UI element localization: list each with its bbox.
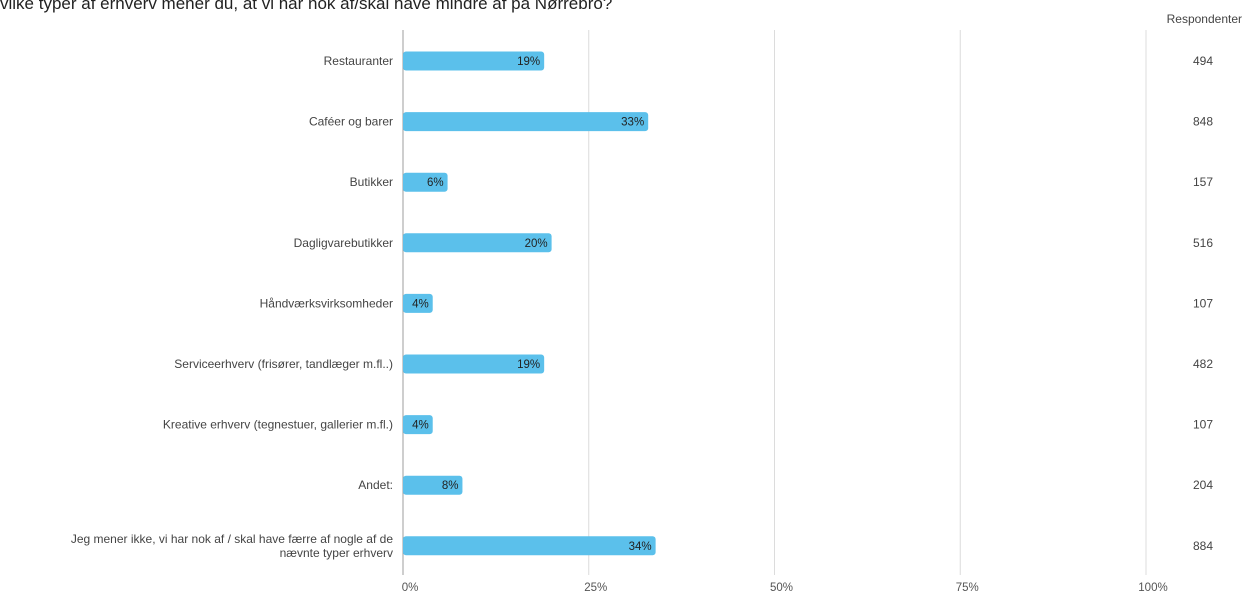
respondent-count: 494 [1193, 54, 1213, 68]
bar-value-label: 8% [442, 480, 459, 492]
category-label: Håndværksvirksomheder [260, 296, 393, 310]
respondent-count: 884 [1193, 539, 1213, 553]
category-label: Restauranter [324, 54, 393, 68]
category-label: Butikker [350, 175, 393, 189]
bar-value-label: 34% [629, 541, 652, 553]
question-title: vilke typer af erhverv mener du, at vi h… [0, 0, 613, 13]
bar [403, 112, 649, 132]
respondent-count: 482 [1193, 357, 1213, 371]
bar [403, 536, 656, 556]
category-label: Caféer og barer [309, 115, 393, 129]
respondent-count: 107 [1193, 418, 1213, 432]
category-label: Jeg mener ikke, vi har nok af / skal hav… [71, 532, 393, 560]
bar-value-label: 6% [427, 177, 444, 189]
respondent-count: 204 [1193, 478, 1213, 492]
bar-value-label: 19% [517, 56, 540, 68]
category-label: Serviceerhverv (frisører, tandlæger m.fl… [174, 357, 393, 371]
bar-value-label: 4% [412, 420, 429, 432]
bar-value-label: 33% [621, 117, 644, 129]
category-label: Dagligvarebutikker [294, 236, 393, 250]
category-label: Andet: [358, 478, 393, 492]
bar [403, 354, 545, 374]
bar [403, 233, 552, 253]
respondent-count: 848 [1193, 115, 1213, 129]
bar-value-label: 19% [517, 359, 540, 371]
category-label: Kreative erhverv (tegnestuer, gallerier … [163, 418, 393, 432]
x-tick-label: 50% [770, 582, 793, 594]
bar [403, 293, 433, 313]
x-tick-label: 100% [1138, 582, 1167, 594]
bar-value-label: 4% [412, 298, 429, 310]
x-tick-label: 75% [956, 582, 979, 594]
bar [403, 172, 448, 192]
respondents-header: Respondenter [1166, 12, 1242, 26]
x-tick-label: 0% [402, 582, 419, 594]
respondent-count: 516 [1193, 236, 1213, 250]
respondent-count: 107 [1193, 296, 1213, 310]
x-tick-label: 25% [584, 582, 607, 594]
bar [403, 415, 433, 435]
bar [403, 475, 463, 495]
respondent-count: 157 [1193, 175, 1213, 189]
bar [403, 51, 545, 71]
bar-value-label: 20% [525, 238, 548, 250]
